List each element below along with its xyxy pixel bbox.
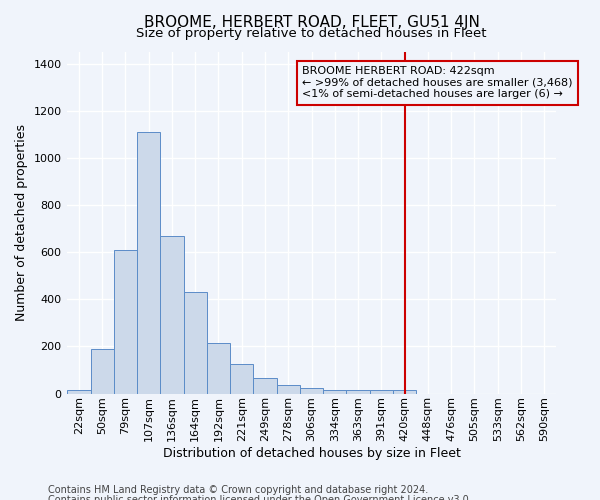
Bar [207, 343, 230, 394]
Bar [346, 390, 370, 394]
Bar [160, 236, 184, 394]
Text: Size of property relative to detached houses in Fleet: Size of property relative to detached ho… [136, 27, 487, 40]
Bar [184, 292, 207, 394]
Title: BROOME, HERBERT ROAD, FLEET, GU51 4JN: BROOME, HERBERT ROAD, FLEET, GU51 4JN [143, 15, 479, 30]
Text: BROOME HERBERT ROAD: 422sqm
← >99% of detached houses are smaller (3,468)
<1% of: BROOME HERBERT ROAD: 422sqm ← >99% of de… [302, 66, 573, 100]
Bar [137, 132, 160, 394]
Bar [277, 386, 300, 394]
Bar [91, 349, 114, 394]
Bar [393, 390, 416, 394]
Bar [300, 388, 323, 394]
Bar [370, 390, 393, 394]
X-axis label: Distribution of detached houses by size in Fleet: Distribution of detached houses by size … [163, 447, 460, 460]
Bar [253, 378, 277, 394]
Bar [67, 390, 91, 394]
Text: Contains HM Land Registry data © Crown copyright and database right 2024.: Contains HM Land Registry data © Crown c… [48, 485, 428, 495]
Bar [114, 250, 137, 394]
Bar [323, 390, 346, 394]
Text: Contains public sector information licensed under the Open Government Licence v3: Contains public sector information licen… [48, 495, 472, 500]
Bar [230, 364, 253, 394]
Y-axis label: Number of detached properties: Number of detached properties [15, 124, 28, 322]
